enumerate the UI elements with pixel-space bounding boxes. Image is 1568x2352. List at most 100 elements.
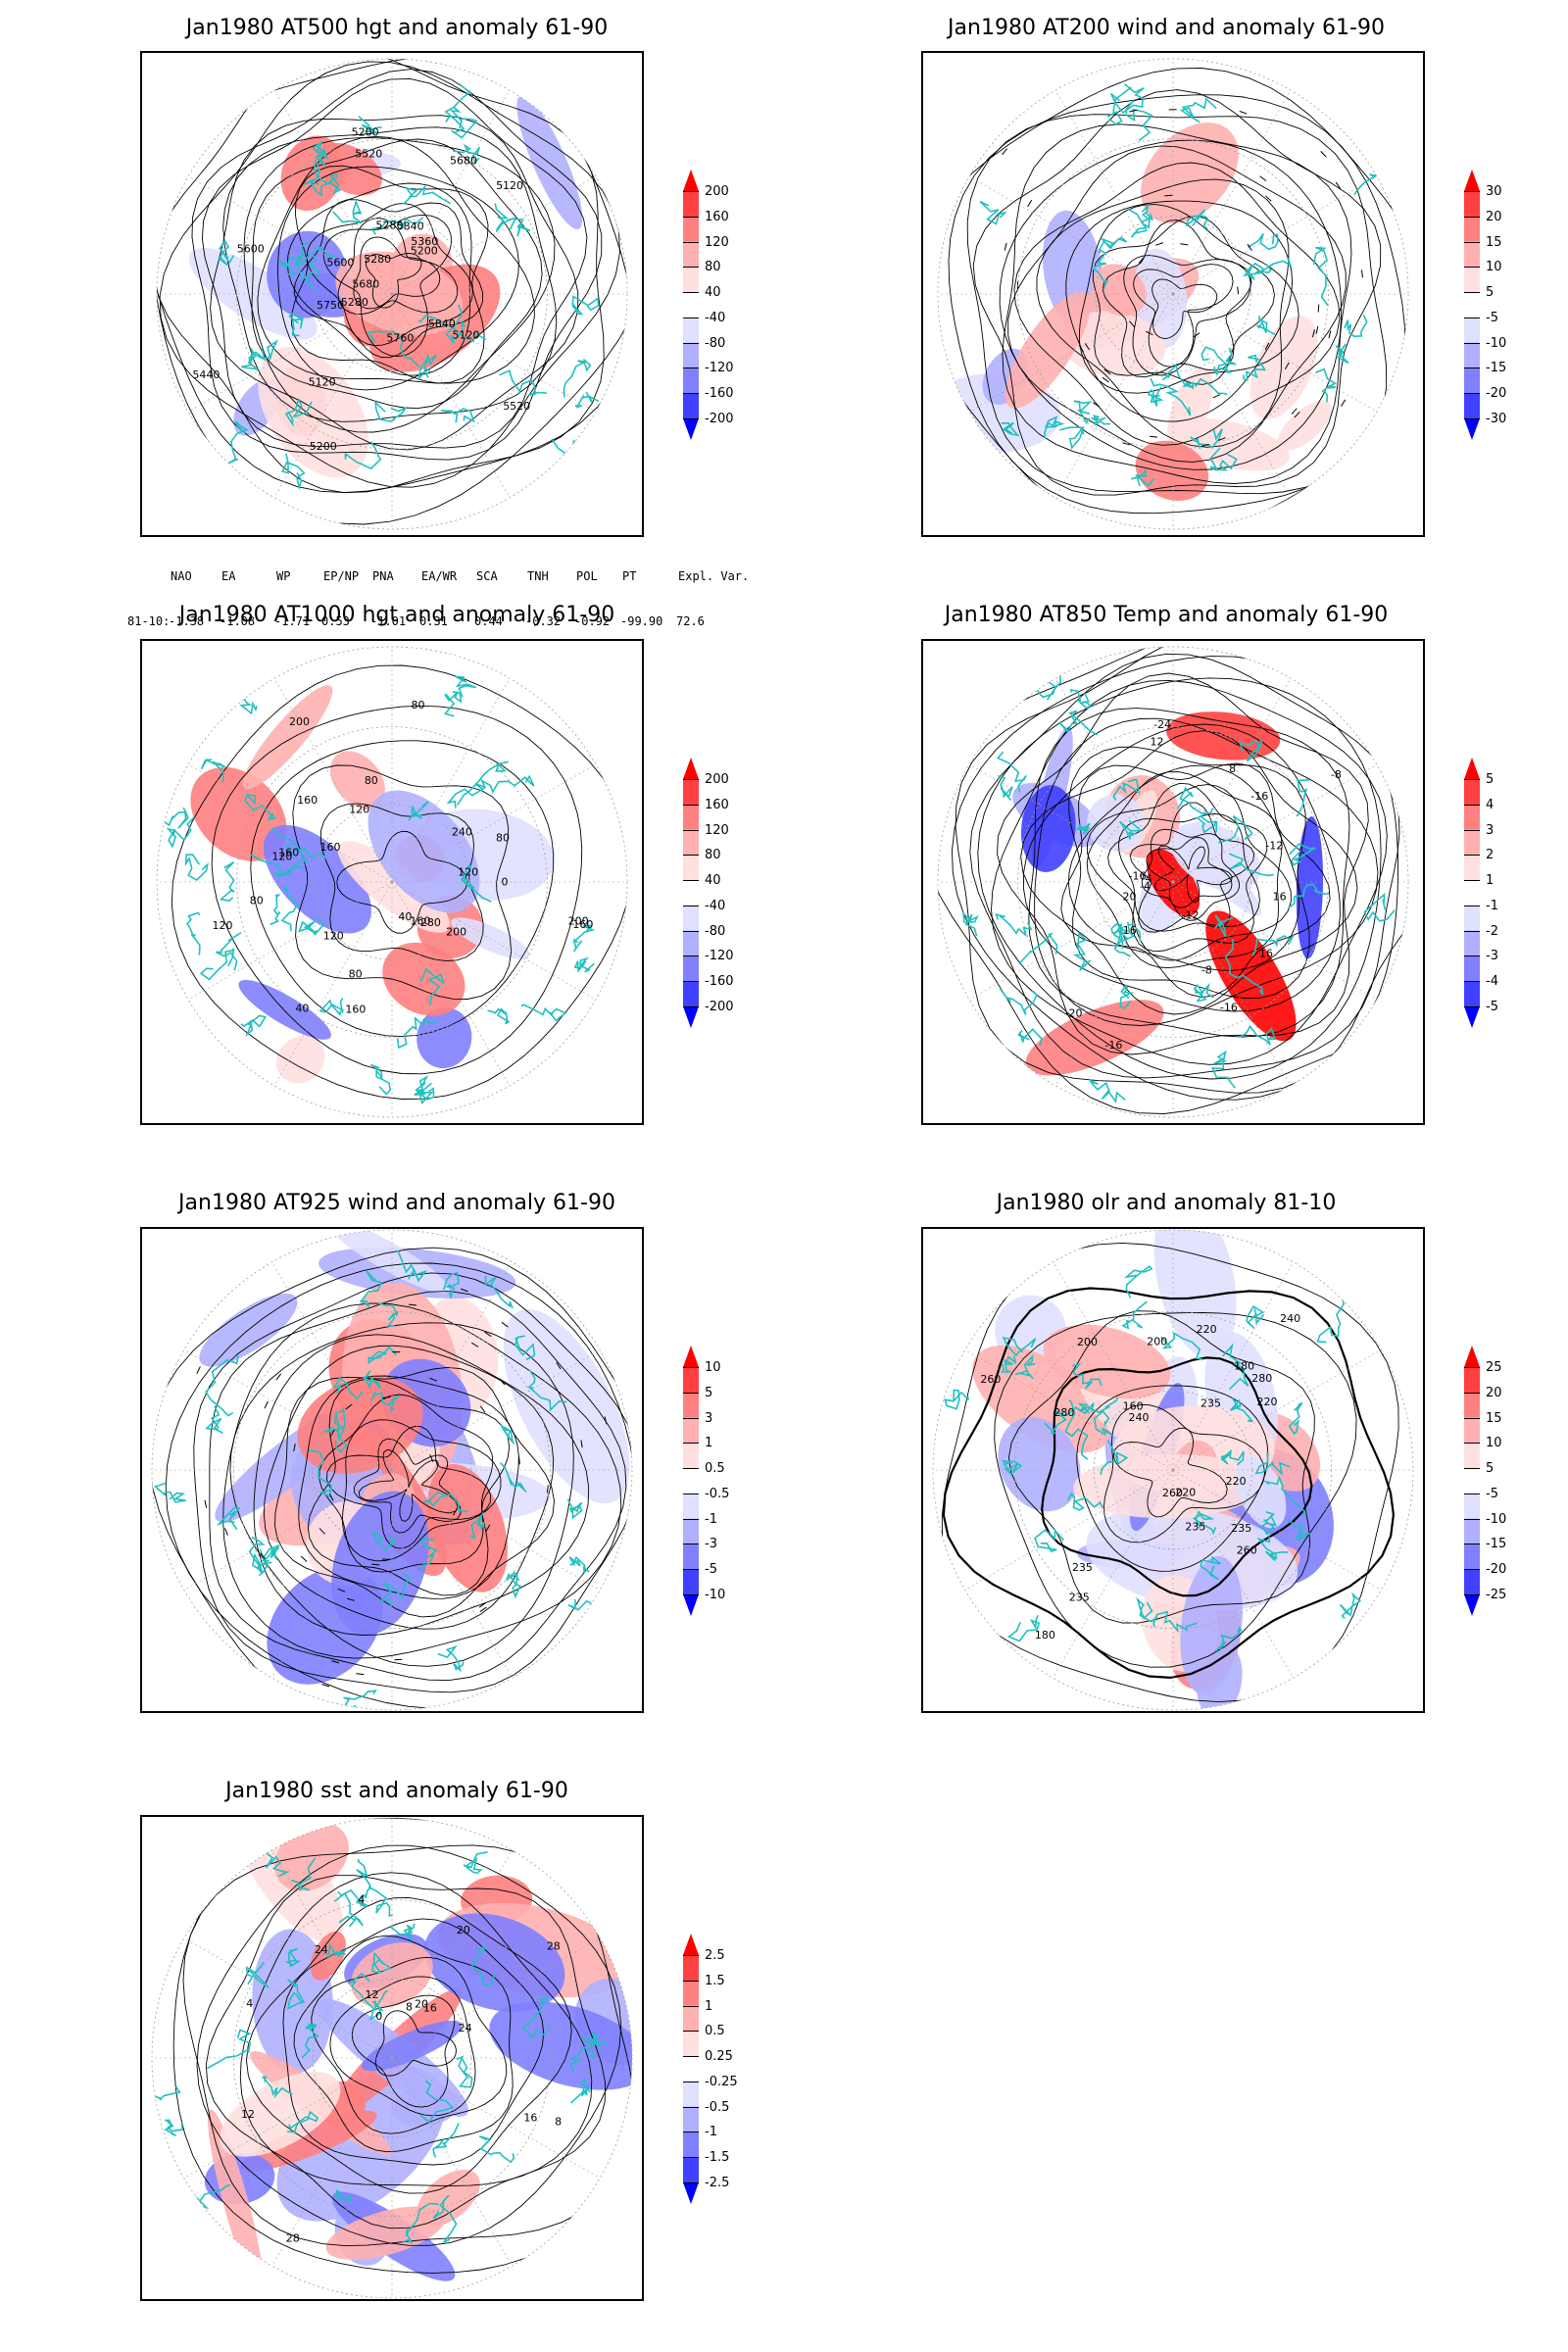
stream-arrow (460, 1288, 468, 1293)
colorbar-segment (683, 368, 699, 394)
map-at500: 5840 5750 5680 5600 5520 5280 5200 5120 5280 5200… (140, 51, 644, 537)
stream-arrow (1212, 394, 1221, 399)
colorbar-segment (683, 1493, 699, 1520)
map-content (938, 68, 1408, 529)
coastline (219, 861, 236, 902)
coastline (520, 1004, 567, 1022)
contour-line (972, 89, 1382, 496)
colorbar-tick (1464, 1417, 1480, 1419)
coastline (402, 2202, 439, 2244)
colorbar-bottom-arrow (683, 1594, 699, 1616)
contour-label: 12 (241, 2108, 255, 2121)
contour-label: 260 (1237, 1544, 1257, 1556)
coastline (500, 1462, 527, 1493)
contour-label: -12 (1182, 908, 1200, 921)
colorbar-segment (1464, 829, 1480, 856)
colorbar-label: -1 (1486, 898, 1498, 913)
stream-arrow (479, 1606, 487, 1613)
coastline (463, 1851, 488, 1875)
contour-label: 160 (345, 1003, 366, 1015)
colorbar-tick (1464, 241, 1480, 243)
colorbar-bottom-arrow (1464, 1006, 1480, 1028)
contour-label: 220 (1226, 1475, 1247, 1488)
colorbar-label: 80 (705, 848, 721, 863)
colorbar-label: 80 (705, 260, 721, 275)
colorbar-label: 2.5 (705, 1948, 725, 1963)
colorbar-segment (683, 930, 699, 956)
contour-line (1107, 782, 1268, 953)
colorbar-label: 5 (1486, 772, 1494, 787)
contour-line (171, 664, 627, 1100)
contour-label: 160 (572, 918, 593, 931)
coastline (1220, 1448, 1245, 1466)
colorbar-tick (1464, 1367, 1480, 1368)
colorbar-tick (1464, 191, 1480, 192)
coastline (1363, 892, 1396, 922)
colorbar-label: -10 (1486, 1511, 1507, 1527)
colorbar-segment (1464, 1392, 1480, 1419)
colorbar-tick (683, 1518, 699, 1520)
colorbar-tick (683, 779, 699, 780)
coastline (1335, 343, 1349, 365)
stream-arrow (264, 1400, 269, 1409)
colorbar-tick (683, 2031, 699, 2033)
coastline (456, 2055, 473, 2088)
colorbar-segment (1464, 317, 1480, 344)
contour-label: 235 (1231, 1522, 1251, 1535)
latitude-circle (1095, 216, 1251, 372)
stream-arrow (1265, 195, 1272, 202)
colorbar-segment (683, 804, 699, 831)
colorbar-label: 200 (705, 184, 729, 199)
contour-line (229, 1322, 574, 1667)
coastline (1123, 1265, 1153, 1298)
contour-line (1076, 1385, 1269, 1572)
contour-line (210, 115, 579, 451)
colorbar-label: -160 (705, 386, 734, 402)
coastline (284, 397, 313, 427)
contour-label: 120 (349, 804, 369, 816)
meridian (391, 1469, 513, 1679)
colorbar-label: 0.5 (705, 1461, 725, 1477)
colorbar-graphic (683, 170, 699, 440)
colorbar-segment (1464, 1417, 1480, 1444)
coastline (1196, 811, 1218, 834)
teleconnection-value: 0.44 (474, 614, 503, 628)
colorbar-top-arrow (1464, 758, 1480, 779)
coastline (370, 1063, 392, 1096)
contour-label: 28 (547, 1940, 561, 1953)
stream-arrow (1078, 344, 1084, 353)
contour-line (319, 803, 484, 962)
coastline (368, 1885, 394, 1918)
coastline (1044, 416, 1065, 439)
teleconnection-header: EP/NP (323, 569, 360, 583)
contour-line (274, 1366, 555, 1618)
colorbar-segment (683, 1417, 699, 1444)
contour-label: 235 (1185, 1521, 1205, 1534)
stream-arrow (1237, 286, 1240, 295)
contour-line (1117, 813, 1260, 932)
coastline (1288, 1518, 1310, 1542)
contour-label: -16 (1129, 870, 1147, 883)
colorbar-tick (683, 2106, 699, 2108)
meridian (1172, 1469, 1294, 1679)
coastline (1112, 922, 1131, 957)
coastline (1212, 348, 1237, 377)
meridian (391, 2057, 601, 2179)
colorbar-label: -160 (705, 974, 734, 990)
coastline (378, 1572, 412, 1608)
contour-line (991, 679, 1388, 1065)
coastline (318, 998, 344, 1017)
anomaly-region (1086, 1505, 1298, 1611)
teleconnection-value: -1.71 (274, 614, 311, 628)
colorbar-label: -1 (705, 1511, 717, 1527)
colorbar-segment (683, 267, 699, 293)
coastline (1109, 82, 1145, 115)
contour-label: 220 (1197, 1323, 1217, 1336)
contour-label: 16 (523, 2112, 537, 2125)
teleconnection-value: 72.6 (676, 614, 705, 628)
contour-label: 5200 (352, 126, 379, 139)
colorbar-segment (1464, 1493, 1480, 1520)
map-canvas (151, 1229, 633, 1711)
panel-title: Jan1980 olr and anomaly 81-10 (996, 1191, 1337, 1215)
coastline (1256, 316, 1276, 335)
